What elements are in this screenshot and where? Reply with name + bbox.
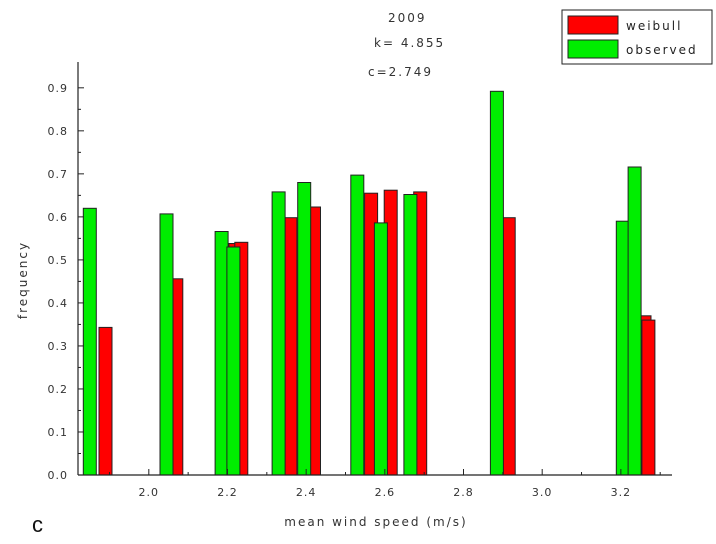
- bar-weibull-4: [283, 217, 298, 476]
- legend: weibull observed: [561, 9, 713, 65]
- bar-observed-11: [627, 166, 642, 476]
- y-tick-label: 0.3: [48, 340, 69, 353]
- y-tick-label: 0.7: [48, 168, 69, 181]
- annotation-k: k= 4.855: [374, 36, 445, 50]
- x-tick-label: 2.2: [217, 486, 238, 499]
- bar-observed-9: [489, 90, 504, 476]
- bar-weibull-11: [641, 319, 656, 476]
- legend-swatch-observed: [567, 39, 619, 59]
- x-tick-label: 2.6: [375, 486, 396, 499]
- legend-label-weibull: weibull: [626, 19, 682, 33]
- bar-observed-6: [350, 174, 365, 476]
- y-tick-label: 0.5: [48, 254, 69, 267]
- y-tick-label: 0.8: [48, 125, 69, 138]
- x-ticks: 2.0 2.2 2.4 2.6 2.8 3.0 3.2: [108, 469, 661, 499]
- y-ticks: 0.0 0.1 0.2 0.3 0.4 0.5 0.6 0.7 0.8 0.9: [48, 82, 84, 482]
- annotation-c: c=2.749: [368, 65, 433, 79]
- bar-observed-2: [214, 231, 229, 476]
- bar-weibull-0: [98, 326, 113, 476]
- y-tick-label: 0.1: [48, 426, 69, 439]
- bar-observed-4: [271, 191, 286, 476]
- bar-observed-1: [159, 213, 174, 476]
- bar-observed-10: [615, 220, 630, 476]
- y-tick-label: 0.9: [48, 82, 69, 95]
- bar-observed-8: [403, 194, 418, 476]
- x-tick-label: 3.0: [532, 486, 553, 499]
- y-tick-label: 0.0: [48, 469, 69, 482]
- y-tick-label: 0.6: [48, 211, 69, 224]
- x-tick-label: 2.4: [296, 486, 317, 499]
- y-tick-label: 0.2: [48, 383, 69, 396]
- bars-layer: [82, 90, 656, 476]
- bar-observed-7: [373, 222, 388, 476]
- y-tick-label: 0.4: [48, 297, 69, 310]
- annotation-year: 2009: [388, 11, 427, 25]
- legend-label-observed: observed: [626, 43, 698, 57]
- y-axis-title: frequency: [16, 241, 30, 319]
- x-tick-label: 3.2: [611, 486, 632, 499]
- bar-observed-5: [297, 182, 312, 476]
- x-tick-label: 2.8: [453, 486, 474, 499]
- x-tick-label: 2.0: [139, 486, 160, 499]
- bar-weibull-9: [501, 217, 516, 476]
- bar-observed-3: [226, 246, 241, 476]
- x-axis-title: mean wind speed (m/s): [284, 515, 467, 529]
- panel-label: c: [32, 512, 43, 537]
- bar-observed-0: [82, 207, 97, 476]
- legend-swatch-weibull: [567, 15, 619, 35]
